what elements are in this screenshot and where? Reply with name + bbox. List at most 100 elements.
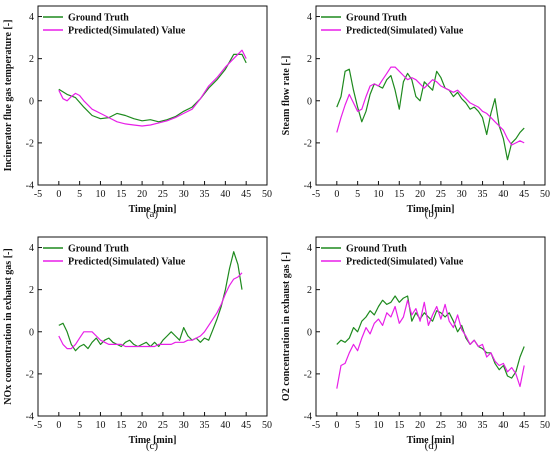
y-tick-label: -4 [26, 412, 34, 423]
y-tick-label: -2 [26, 369, 34, 380]
y-tick-label: -4 [26, 181, 34, 192]
x-tick-label: 20 [137, 420, 147, 431]
series-line-ground-truth [336, 68, 525, 161]
x-tick-label: -5 [34, 420, 42, 431]
x-tick-label: 30 [457, 189, 467, 200]
x-tick-label: 35 [478, 420, 488, 431]
y-tick-label: 4 [29, 12, 34, 23]
legend-entry: Ground Truth [68, 244, 129, 255]
x-tick-label: 10 [95, 420, 105, 431]
series-line-predicted [58, 272, 243, 350]
x-tick-label: 10 [373, 420, 383, 431]
x-tick-label: 5 [355, 420, 360, 431]
y-tick-label: 0 [307, 327, 312, 338]
x-tick-label: 10 [373, 189, 383, 200]
x-tick-label: 25 [158, 420, 168, 431]
plot-frame [37, 5, 268, 186]
x-tick-label: 40 [498, 189, 508, 200]
y-tick-label: 2 [307, 54, 312, 65]
x-tick-label: 20 [415, 189, 425, 200]
y-axis-label: NOx concentration in exhaust gas [-] [3, 248, 14, 404]
x-tick-label: 40 [220, 189, 230, 200]
x-tick-label: 0 [56, 420, 61, 431]
y-axis-label: Incinerator flue gas temperature [-] [3, 20, 14, 172]
chart-panel-3: -5 0 5 10 15 20 25 30 35 40 45 50 -4 -2 0 2 4 Time [min] O… [281, 236, 550, 452]
x-tick-label: 15 [394, 420, 404, 431]
chart-panel-1: -5 0 5 10 15 20 25 30 35 40 45 50 -4 -2 0 2 4 Time [min] S… [281, 5, 550, 220]
chart-panel-0: -5 0 5 10 15 20 25 30 35 40 45 50 -4 -2 0 2 4 Time [min] I… [3, 5, 272, 220]
legend-entry: Ground Truth [68, 13, 129, 24]
chart-panel-2: -5 0 5 10 15 20 25 30 35 40 45 50 -4 -2 0 2 4 Time [min] N… [3, 236, 272, 452]
series-line-predicted [336, 66, 525, 146]
x-tick-label: 50 [540, 189, 550, 200]
x-tick-label: 30 [179, 189, 189, 200]
plot-frame [37, 236, 268, 417]
x-tick-label: 0 [334, 420, 339, 431]
x-tick-label: 15 [116, 189, 126, 200]
x-tick-label: 25 [436, 420, 446, 431]
x-tick-label: 15 [394, 189, 404, 200]
plot-frame [315, 5, 546, 186]
panel-label: (d) [425, 440, 438, 452]
y-axis-label: Steam flow rate [-] [281, 56, 292, 136]
y-tick-label: -2 [304, 369, 312, 380]
x-tick-label: 50 [262, 189, 272, 200]
x-tick-label: 45 [241, 189, 251, 200]
y-tick-label: 0 [307, 96, 312, 107]
x-tick-label: 50 [540, 420, 550, 431]
x-tick-label: -5 [312, 189, 320, 200]
y-tick-label: -4 [304, 412, 312, 423]
x-tick-label: 10 [95, 189, 105, 200]
y-tick-label: 4 [307, 12, 312, 23]
x-tick-label: -5 [312, 420, 320, 431]
legend-entry: Ground Truth [346, 244, 407, 255]
x-axis-label: Time [min] [129, 204, 177, 215]
y-tick-label: 2 [29, 285, 34, 296]
y-tick-label: 2 [307, 285, 312, 296]
legend-entry: Predicted(Simulated) Value [346, 257, 464, 268]
y-tick-label: -2 [304, 138, 312, 149]
x-tick-label: 20 [137, 189, 147, 200]
x-tick-label: 30 [179, 420, 189, 431]
x-axis-label: Time [min] [407, 435, 455, 446]
y-tick-label: 4 [29, 243, 34, 254]
x-tick-label: 5 [77, 189, 82, 200]
x-tick-label: 50 [262, 420, 272, 431]
x-tick-label: 0 [334, 189, 339, 200]
y-tick-label: 4 [307, 243, 312, 254]
y-tick-label: -2 [26, 138, 34, 149]
x-tick-label: 30 [457, 420, 467, 431]
x-tick-label: 15 [116, 420, 126, 431]
y-tick-label: -4 [304, 181, 312, 192]
x-tick-label: 5 [77, 420, 82, 431]
x-tick-label: 20 [415, 420, 425, 431]
x-tick-label: 45 [519, 420, 529, 431]
series-line-ground-truth [58, 53, 247, 123]
series-line-predicted [58, 49, 247, 127]
legend-entry: Predicted(Simulated) Value [68, 26, 186, 37]
legend-entry: Ground Truth [346, 13, 407, 24]
x-tick-label: 25 [436, 189, 446, 200]
x-tick-label: 5 [355, 189, 360, 200]
plot-frame [315, 236, 546, 417]
x-tick-label: -5 [34, 189, 42, 200]
x-tick-label: 40 [498, 420, 508, 431]
x-tick-label: 40 [220, 420, 230, 431]
y-tick-label: 2 [29, 54, 34, 65]
x-axis-label: Time [min] [407, 204, 455, 215]
legend-entry: Predicted(Simulated) Value [68, 257, 186, 268]
panel-label: (a) [146, 208, 159, 220]
x-tick-label: 35 [478, 189, 488, 200]
x-axis-label: Time [min] [129, 435, 177, 446]
x-tick-label: 35 [200, 189, 210, 200]
x-tick-label: 35 [200, 420, 210, 431]
legend-entry: Predicted(Simulated) Value [346, 26, 464, 37]
x-tick-label: 45 [241, 420, 251, 431]
panel-label: (b) [425, 208, 438, 220]
y-tick-label: 0 [29, 96, 34, 107]
x-tick-label: 25 [158, 189, 168, 200]
series-line-predicted [336, 299, 525, 389]
x-tick-label: 0 [56, 189, 61, 200]
panel-label: (c) [146, 440, 159, 452]
